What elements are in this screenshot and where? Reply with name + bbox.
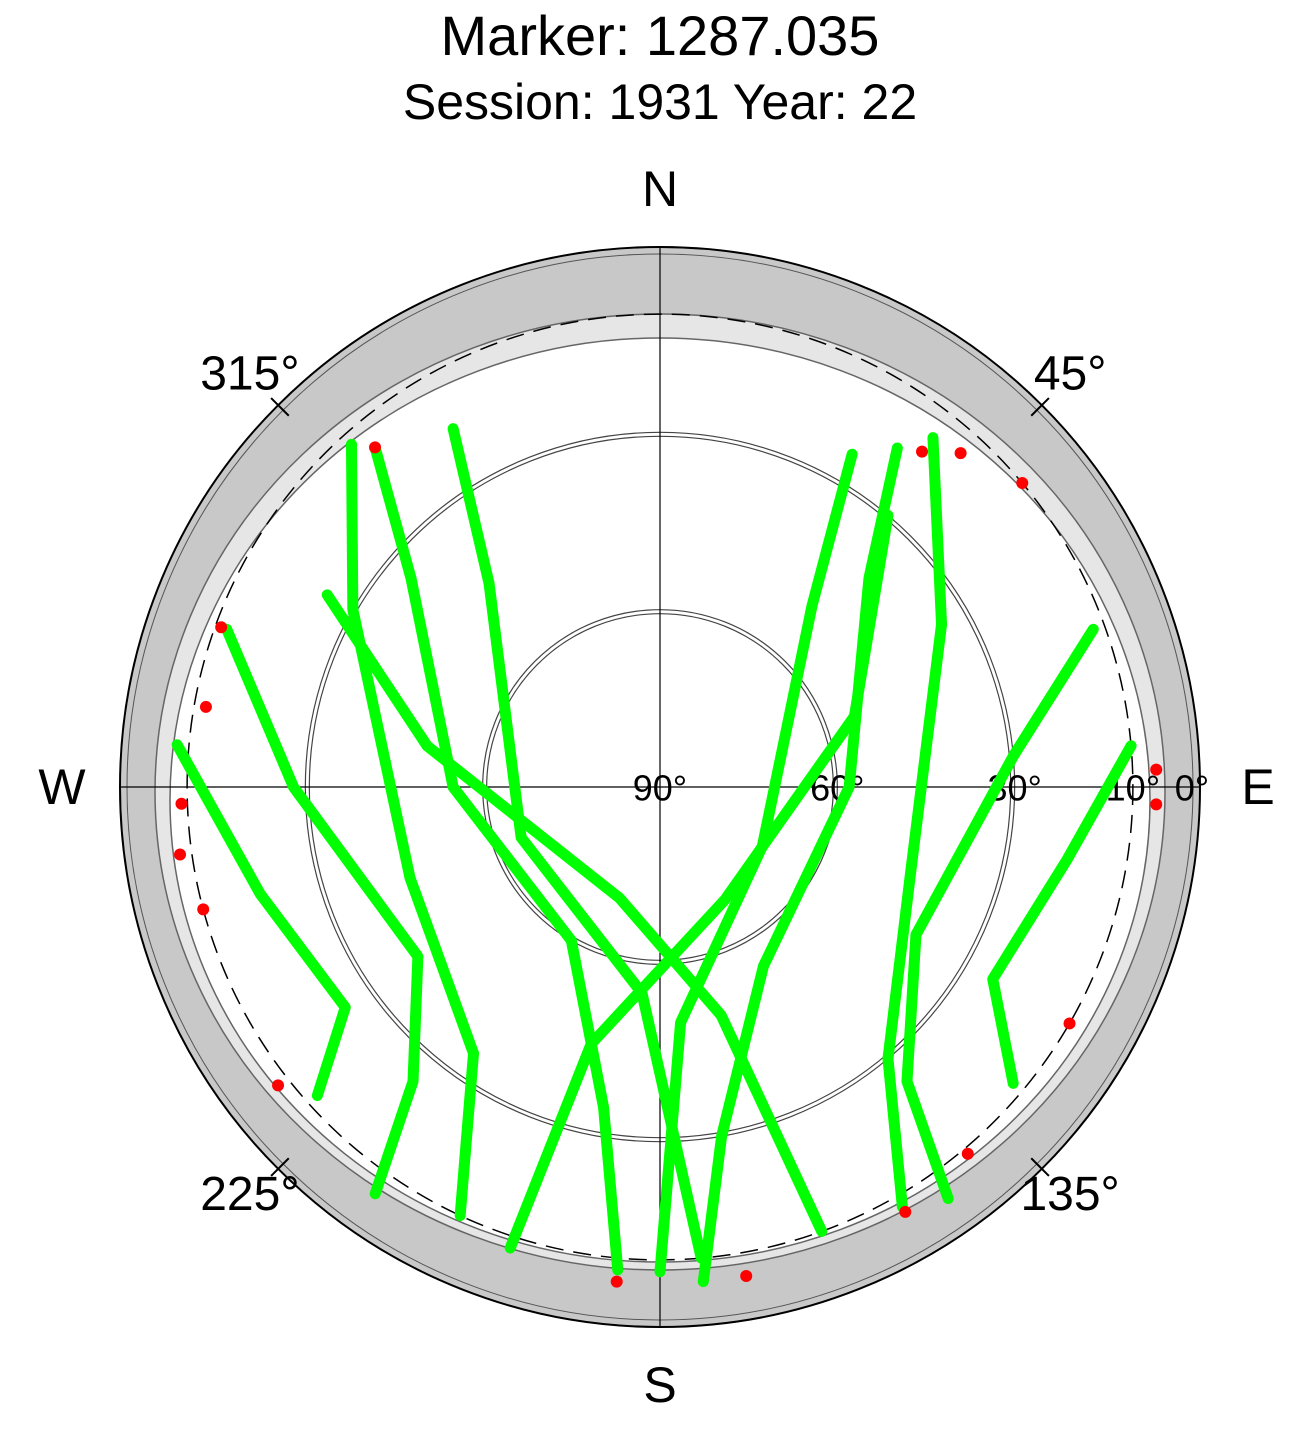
azimuth-tick xyxy=(270,1157,290,1177)
satellite-track xyxy=(987,740,1137,1089)
satellite-track xyxy=(369,441,624,1276)
low-elevation-point xyxy=(199,700,212,713)
direction-label: E xyxy=(1241,759,1274,815)
low-elevation-point xyxy=(610,1275,623,1288)
satellite-track xyxy=(221,623,424,1200)
direction-label: S xyxy=(643,1357,676,1413)
direction-label: N xyxy=(642,161,678,217)
chart-subtitle: Session: 1931 Year: 22 xyxy=(403,74,917,130)
satellite-track xyxy=(901,623,1099,1205)
low-elevation-point xyxy=(740,1269,753,1282)
azimuth-tick-label: 135° xyxy=(1020,1168,1119,1221)
satellite-track xyxy=(882,432,948,1213)
azimuth-tick xyxy=(270,397,290,417)
low-elevation-point xyxy=(961,1147,974,1160)
low-elevation-point xyxy=(899,1205,912,1218)
satellite-track xyxy=(504,509,894,1254)
satellite-track xyxy=(345,438,480,1222)
low-elevation-point xyxy=(174,848,187,861)
azimuth-tick-label: 315° xyxy=(200,348,299,401)
direction-label: W xyxy=(38,759,86,815)
azimuth-tick-label: 45° xyxy=(1034,348,1107,401)
low-elevation-point xyxy=(1150,798,1163,811)
azimuth-tick-label: 225° xyxy=(200,1168,299,1221)
satellite-track xyxy=(171,739,351,1102)
low-elevation-point xyxy=(369,441,382,454)
satellite-track xyxy=(447,423,707,1264)
chart-title: Marker: 1287.035 xyxy=(441,4,880,67)
low-elevation-point xyxy=(175,797,188,810)
low-elevation-point xyxy=(916,445,929,458)
satellite-track xyxy=(697,442,903,1288)
low-elevation-point xyxy=(215,621,228,634)
satellite-track xyxy=(654,448,858,1278)
azimuth-tick xyxy=(1030,397,1050,417)
low-elevation-point xyxy=(272,1079,285,1092)
elevation-tick-label: 0° xyxy=(1175,768,1209,809)
satellite-track xyxy=(321,589,828,1237)
azimuth-tick xyxy=(1030,1157,1050,1177)
low-elevation-point xyxy=(1150,763,1163,776)
low-elevation-point xyxy=(954,447,967,460)
low-elevation-point xyxy=(1063,1017,1076,1030)
low-elevation-point xyxy=(1016,477,1029,490)
low-elevation-point xyxy=(197,903,210,916)
